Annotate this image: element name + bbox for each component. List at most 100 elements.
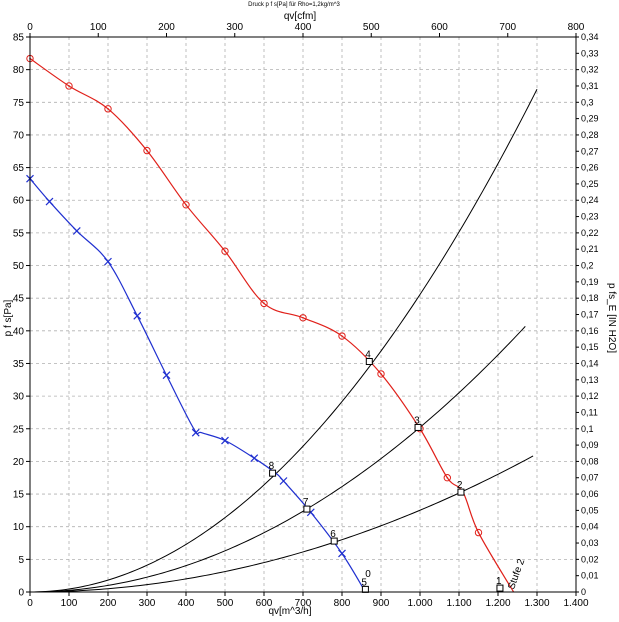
- operating-point-marker: [330, 537, 338, 545]
- y2-axis-title: p fs_E [IN H2O]: [606, 283, 617, 353]
- y2-tick-label: 0,18: [581, 293, 599, 303]
- y-tick-label: 80: [13, 65, 25, 76]
- x-marker: [133, 311, 142, 320]
- x-tick-label: 500: [217, 598, 234, 609]
- x-tick-label: 1.200: [485, 598, 510, 609]
- y-tick-label: 60: [13, 196, 25, 207]
- x-tick-label: 900: [373, 598, 390, 609]
- y2-tick-label: 0,02: [581, 554, 599, 564]
- circle-marker: [474, 528, 483, 537]
- plot-frame: [29, 36, 577, 593]
- y2-tick-label: 0,12: [581, 391, 599, 401]
- circle-marker-dot: [380, 373, 382, 375]
- y-tick-label: 65: [13, 163, 25, 174]
- operating-point-label: 3: [414, 416, 420, 427]
- y2-tick-label: 0,11: [581, 407, 598, 417]
- y2-tick-label: 0,09: [581, 440, 599, 450]
- y2-tick-label: 0,24: [581, 195, 599, 205]
- circle-marker-dot: [185, 204, 187, 206]
- y2-tick-label: 0,34: [581, 32, 599, 42]
- x2-axis-title: qv[cfm]: [284, 11, 316, 22]
- y2-tick-label: 0,13: [581, 375, 599, 385]
- y2-tick-label: 0,16: [581, 326, 599, 336]
- circle-marker: [260, 299, 268, 308]
- circle-marker: [143, 146, 151, 155]
- x-marker: [306, 508, 315, 517]
- y2-tick-label: 0,17: [581, 310, 599, 320]
- operating-point-marker: [457, 488, 465, 496]
- circle-marker: [65, 82, 73, 90]
- x2-tick-label: 800: [568, 22, 585, 33]
- y2-tick-label: 0,32: [581, 65, 599, 75]
- y-tick-label: 85: [13, 33, 25, 44]
- system-curve: [29, 455, 534, 593]
- y2-tick-label: 0,08: [581, 456, 599, 466]
- circle-marker-dot: [477, 531, 480, 534]
- circle-marker-dot: [302, 316, 304, 319]
- circle-marker-dot: [68, 85, 70, 87]
- circle-marker: [443, 474, 451, 482]
- circle-marker: [377, 370, 385, 378]
- y2-tick-label: 0,22: [581, 228, 599, 238]
- y-tick-label: 5: [18, 555, 24, 566]
- circle-marker: [221, 247, 229, 255]
- y2-tick-label: 0,25: [581, 179, 599, 189]
- operating-point-label: 7: [303, 497, 309, 508]
- x-tick-label: 400: [178, 598, 195, 609]
- y2-tick-label: 0,21: [581, 244, 599, 254]
- y-tick-label: 35: [13, 359, 25, 370]
- operating-point-marker: [303, 505, 311, 513]
- y-tick-label: 25: [13, 424, 25, 435]
- y-tick-label: 40: [13, 326, 25, 337]
- operating-point-label: 2: [457, 480, 463, 491]
- y2-tick-label: 0,14: [581, 358, 599, 368]
- x-tick-label: 0: [27, 598, 33, 609]
- x-tick-label: 700: [295, 598, 312, 609]
- x-tick-label: 800: [334, 598, 351, 609]
- x-marker: [279, 477, 288, 485]
- system-curves: [29, 89, 538, 593]
- x-marker: [72, 226, 81, 235]
- y-tick-label: 75: [13, 98, 25, 109]
- circle-marker-dot: [224, 250, 226, 252]
- operating-point-label: 8: [269, 461, 275, 472]
- x2-tick-label: 0: [27, 22, 33, 33]
- grid: [30, 37, 576, 592]
- x2-tick-label: 100: [90, 22, 107, 33]
- operating-point-label: 6: [330, 529, 336, 540]
- circle-marker: [104, 105, 112, 113]
- x2-tick-label: 400: [295, 22, 312, 33]
- y2-tick-label: 0,2: [581, 261, 594, 271]
- x-tick-label: 1.400: [563, 598, 588, 609]
- y2-tick-label: 0,1: [581, 424, 594, 434]
- operating-point-marker: [269, 469, 277, 477]
- operating-point-marker: [414, 423, 422, 431]
- y2-tick-label: 0,27: [581, 146, 599, 156]
- tick-labels: 0 100 200 300 400 500 600 700 800 900 1.000 1.100 1.…: [13, 22, 599, 609]
- y-tick-label: 50: [13, 261, 25, 272]
- x-tick-label: 600: [256, 598, 273, 609]
- x-tick-label: 1.100: [446, 598, 471, 609]
- circle-marker: [338, 332, 346, 340]
- fan-curves: [26, 54, 515, 593]
- y-tick-label: 30: [13, 392, 25, 403]
- system-curve: [29, 326, 526, 593]
- x2-tick-label: 200: [158, 22, 175, 33]
- y-tick-label: 20: [13, 457, 25, 468]
- operating-point-marker: [365, 358, 373, 366]
- x2-tick-label: 300: [226, 22, 243, 33]
- y2-tick-label: 0,19: [581, 277, 599, 287]
- y2-tick-label: 0,23: [581, 212, 599, 222]
- x-tick-label: 100: [61, 598, 78, 609]
- y-tick-label: 10: [13, 522, 25, 533]
- x2-tick-label: 500: [363, 22, 380, 33]
- circle-marker: [182, 201, 190, 209]
- x-axis-title: qv[m^3/h]: [268, 606, 311, 617]
- y-tick-label: 15: [13, 490, 25, 501]
- y-tick-label: 0: [18, 588, 24, 599]
- y2-tick-label: 0,01: [581, 571, 599, 581]
- circle-marker-dot: [107, 108, 109, 110]
- operating-point-marker: [496, 584, 504, 592]
